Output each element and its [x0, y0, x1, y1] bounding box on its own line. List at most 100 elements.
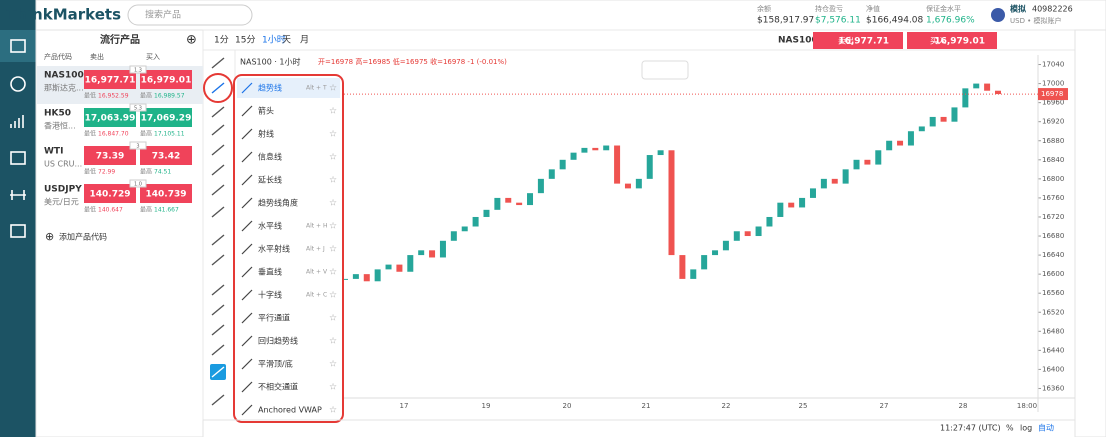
candle [450, 231, 457, 241]
icon-news[interactable] [10, 224, 26, 238]
add-symbol[interactable]: 添加产品代码 [59, 232, 107, 242]
menu-item-label[interactable]: 不相交通道 [258, 382, 298, 392]
icon-globe[interactable] [10, 76, 26, 92]
favorite-star[interactable]: ☆ [329, 107, 337, 117]
float-toolbar[interactable] [641, 60, 689, 80]
tool-icon[interactable] [211, 254, 225, 266]
menu-item-label[interactable]: Anchored VWAP [258, 406, 322, 415]
menu-item-icon [241, 266, 253, 278]
menu-item-label[interactable]: 水平线 [258, 221, 282, 231]
favorite-star[interactable]: ☆ [329, 245, 337, 255]
icon-bars[interactable] [10, 115, 24, 128]
favorite-star[interactable]: ☆ [329, 406, 337, 416]
menu-item-label[interactable]: 趋势线角度 [258, 198, 298, 208]
candle [679, 255, 686, 279]
favorite-star[interactable]: ☆ [329, 268, 337, 278]
tool-icon[interactable] [211, 366, 225, 378]
menu-item-icon [241, 404, 253, 416]
icon-chart[interactable] [10, 39, 26, 53]
tool-icon[interactable] [211, 82, 225, 94]
interval[interactable]: 天 [282, 36, 291, 46]
menu-item-label[interactable]: 平滑顶/底 [258, 359, 293, 369]
buy-box[interactable] [140, 184, 192, 203]
x-tick-label: 28 [959, 402, 968, 410]
buy-box[interactable] [140, 70, 192, 89]
candle [701, 255, 708, 270]
menu-item-label[interactable]: 十字线 [258, 290, 282, 300]
pnl-value: $7,576.11 [815, 16, 861, 26]
log-toggle[interactable]: log [1020, 424, 1032, 433]
favorite-star[interactable]: ☆ [329, 176, 337, 186]
menu-item-label[interactable]: 信息线 [258, 152, 282, 162]
favorite-star[interactable]: ☆ [329, 291, 337, 301]
favorite-star[interactable]: ☆ [329, 360, 337, 370]
search-box[interactable] [127, 4, 253, 26]
tool-icon[interactable] [211, 164, 225, 176]
tool-icon[interactable] [211, 124, 225, 136]
interval[interactable]: 1分 [214, 35, 229, 46]
interval[interactable]: 月 [300, 35, 309, 46]
tool-icon[interactable] [211, 284, 225, 296]
menu-item-label[interactable]: 延长线 [258, 175, 282, 185]
favorite-star[interactable]: ☆ [329, 337, 337, 347]
buy-box[interactable] [140, 108, 192, 127]
menu-item-label[interactable]: 箭头 [258, 106, 274, 116]
tool-icon[interactable] [211, 57, 225, 69]
buy-box[interactable] [140, 146, 192, 165]
interval[interactable]: 15分 [235, 35, 255, 46]
tool-highlight[interactable] [203, 73, 233, 103]
tool-icon[interactable] [211, 324, 225, 336]
y-tick-label: 17040 [1042, 61, 1064, 69]
low-label: 最低 [84, 168, 96, 176]
favorite-star[interactable]: ☆ [329, 314, 337, 324]
sell-button[interactable] [813, 32, 903, 49]
sidebar-active[interactable] [0, 30, 36, 62]
menu-item-label[interactable]: 水平射线 [258, 244, 290, 254]
favorite-star[interactable]: ☆ [329, 130, 337, 140]
icon-calendar[interactable] [10, 151, 26, 165]
tool-icon[interactable] [211, 234, 225, 246]
favorite-star[interactable]: ☆ [329, 84, 337, 94]
icon-dumbbell[interactable] [10, 190, 26, 200]
favorite-star[interactable]: ☆ [329, 383, 337, 393]
add-icon[interactable]: ⊕ [186, 33, 197, 48]
menu-item-label[interactable]: 垂直线 [258, 267, 282, 277]
sell-box[interactable] [84, 146, 136, 165]
interval[interactable]: 1小时 [262, 34, 286, 46]
low: 16,847.70 [98, 131, 129, 138]
candle [766, 216, 773, 227]
sell-price: 16,977.71 [85, 76, 136, 86]
tool-icon[interactable] [211, 106, 225, 118]
menu-item-label[interactable]: 射线 [258, 129, 274, 139]
candle [581, 147, 588, 153]
favorite-star[interactable]: ☆ [329, 199, 337, 209]
auto-toggle[interactable]: 自动 [1038, 423, 1054, 433]
menu-shortcut: Alt + T [306, 85, 327, 92]
buy-button[interactable] [907, 32, 997, 49]
candle [940, 116, 947, 122]
menu-item-icon [241, 381, 253, 393]
percent-toggle[interactable]: % [1006, 424, 1014, 433]
tool-icon[interactable] [211, 144, 225, 156]
sell-box[interactable] [84, 70, 136, 89]
sell-box[interactable] [84, 184, 136, 203]
favorite-star[interactable]: ☆ [329, 222, 337, 232]
y-tick-label: 16680 [1042, 232, 1064, 240]
tool-icon[interactable] [211, 304, 225, 316]
tool-icon[interactable] [211, 206, 225, 218]
tool-icon[interactable] [211, 184, 225, 196]
symbol: HK50 [44, 109, 71, 119]
sell-box[interactable] [84, 108, 136, 127]
menu-item-label[interactable]: 平行通道 [258, 313, 290, 323]
add-icon: ⊕ [45, 230, 54, 243]
menu-item-label[interactable]: 趋势线 [258, 83, 282, 93]
spread: 1.0 [134, 182, 142, 188]
menu-item-icon [241, 358, 253, 370]
favorite-star[interactable]: ☆ [329, 153, 337, 163]
menu-item-selected[interactable] [237, 78, 340, 98]
last-price-box [1038, 88, 1068, 101]
menu-item-label[interactable]: 回归趋势线 [258, 336, 298, 346]
tool-icon[interactable] [211, 394, 225, 406]
tool-icon[interactable] [211, 344, 225, 356]
